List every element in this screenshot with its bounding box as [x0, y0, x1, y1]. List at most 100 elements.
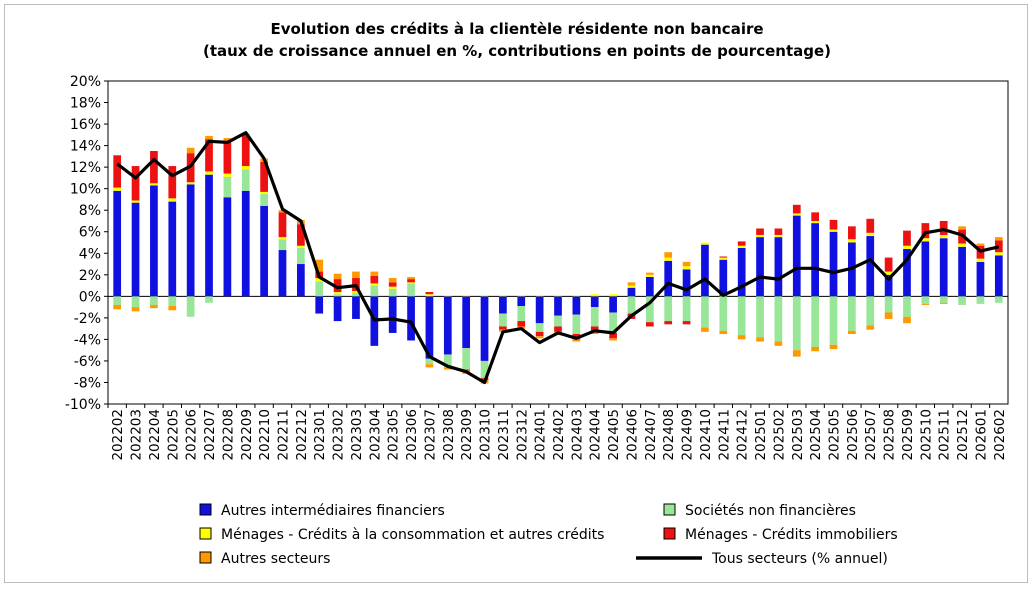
bar-segment: [499, 326, 507, 330]
plot-area: [107, 80, 1009, 405]
bar-segment: [352, 290, 360, 294]
bar-segment: [921, 303, 930, 305]
bar-segment: [223, 138, 232, 142]
bar-segment: [756, 337, 764, 342]
x-tick-label: 202209: [239, 409, 255, 461]
x-tick-label: 202208: [220, 409, 236, 461]
bar-segment: [297, 247, 305, 265]
bar-segment: [811, 296, 819, 347]
legend-swatch: [199, 503, 212, 516]
bar-segment: [627, 287, 636, 297]
bar-segment: [517, 306, 526, 322]
bar-segment: [370, 275, 379, 284]
x-tick-label: 202511: [937, 409, 953, 461]
bar-segment: [241, 134, 250, 167]
bar-segment: [627, 285, 636, 288]
bar-segment: [297, 224, 305, 246]
bar-segment: [241, 166, 250, 170]
x-tick-label: 202404: [588, 409, 604, 461]
bar-segment: [352, 296, 360, 319]
bar-segment: [994, 252, 1003, 256]
bar-segment: [994, 237, 1003, 241]
bar-segment: [682, 261, 691, 267]
bar-segment: [756, 296, 764, 338]
bar-segment: [719, 296, 728, 331]
bar-segment: [260, 161, 268, 192]
y-tick-label: -10%: [65, 397, 101, 413]
bar-segment: [903, 316, 911, 324]
bar-segment: [848, 226, 856, 240]
x-tick-label: 202502: [771, 409, 787, 461]
bar-segment: [131, 307, 140, 312]
legend-label: Autres intermédiaires financiers: [221, 503, 445, 519]
bar-segment: [903, 245, 911, 249]
bar-segment: [903, 230, 911, 246]
bar-segment: [976, 258, 985, 262]
bar-segment: [205, 171, 213, 175]
x-tick-label: 202501: [753, 409, 769, 461]
x-tick-label: 202402: [551, 409, 567, 461]
x-tick-label: 202206: [184, 409, 200, 461]
bar-segment: [884, 312, 893, 319]
bar-segment: [994, 255, 1003, 297]
bar-segment: [737, 241, 746, 246]
x-tick-label: 202202: [110, 409, 126, 461]
bar-segment: [554, 326, 562, 332]
bar-segment: [701, 244, 709, 297]
x-tick-label: 202304: [367, 409, 383, 461]
bar-segment: [388, 278, 397, 283]
bar-segment: [958, 226, 966, 230]
bar-segment: [572, 296, 581, 315]
bar-segment: [774, 234, 783, 238]
bar-segment: [939, 238, 948, 297]
bar-segment: [884, 257, 893, 272]
bar-segment: [407, 276, 415, 280]
bar-segment: [829, 231, 838, 297]
bar-segment: [958, 296, 966, 305]
y-tick-label: 14%: [70, 139, 101, 155]
bar-segment: [664, 257, 673, 261]
x-tick-label: 202401: [533, 409, 549, 461]
bar-segment: [131, 296, 140, 308]
bar-segment: [939, 296, 948, 303]
bar-segment: [572, 295, 581, 297]
bar-segment: [829, 296, 838, 345]
bar-segment: [480, 295, 489, 297]
bar-segment: [278, 210, 287, 213]
bar-segment: [150, 304, 158, 309]
bar-segment: [223, 176, 232, 198]
bar-segment: [278, 239, 287, 251]
x-tick-label: 202412: [735, 409, 751, 461]
bar-segment: [333, 294, 342, 297]
bar-segment: [590, 331, 599, 335]
x-tick-label: 202205: [165, 409, 181, 461]
bar-segment: [774, 228, 783, 235]
bar-segment: [664, 321, 673, 325]
bar-segment: [774, 237, 783, 297]
x-tick-label: 202204: [147, 409, 163, 461]
bar-segment: [113, 187, 122, 191]
legend-label: Sociétés non financières: [685, 503, 856, 519]
bar-segment: [370, 285, 379, 297]
bar-segment: [994, 240, 1003, 253]
legend-swatch: [199, 551, 212, 564]
bar-segment: [388, 286, 397, 289]
bar-segment: [186, 182, 195, 185]
bar-segment: [939, 220, 948, 235]
bar-segment: [976, 296, 985, 304]
bar-segment: [352, 271, 360, 279]
bar-segment: [664, 252, 673, 258]
bar-segment: [315, 259, 324, 272]
bar-segment: [884, 296, 893, 313]
bar-segment: [976, 261, 985, 297]
bar-segment: [664, 296, 673, 322]
x-tick-label: 202301: [312, 409, 328, 461]
legend-swatch: [663, 527, 676, 540]
bar-segment: [407, 279, 415, 283]
bar-segment: [241, 190, 250, 297]
x-tick-label: 202505: [827, 409, 843, 461]
bar-segment: [517, 296, 526, 307]
x-tick-label: 202210: [257, 409, 273, 461]
x-tick-label: 202411: [716, 409, 732, 461]
